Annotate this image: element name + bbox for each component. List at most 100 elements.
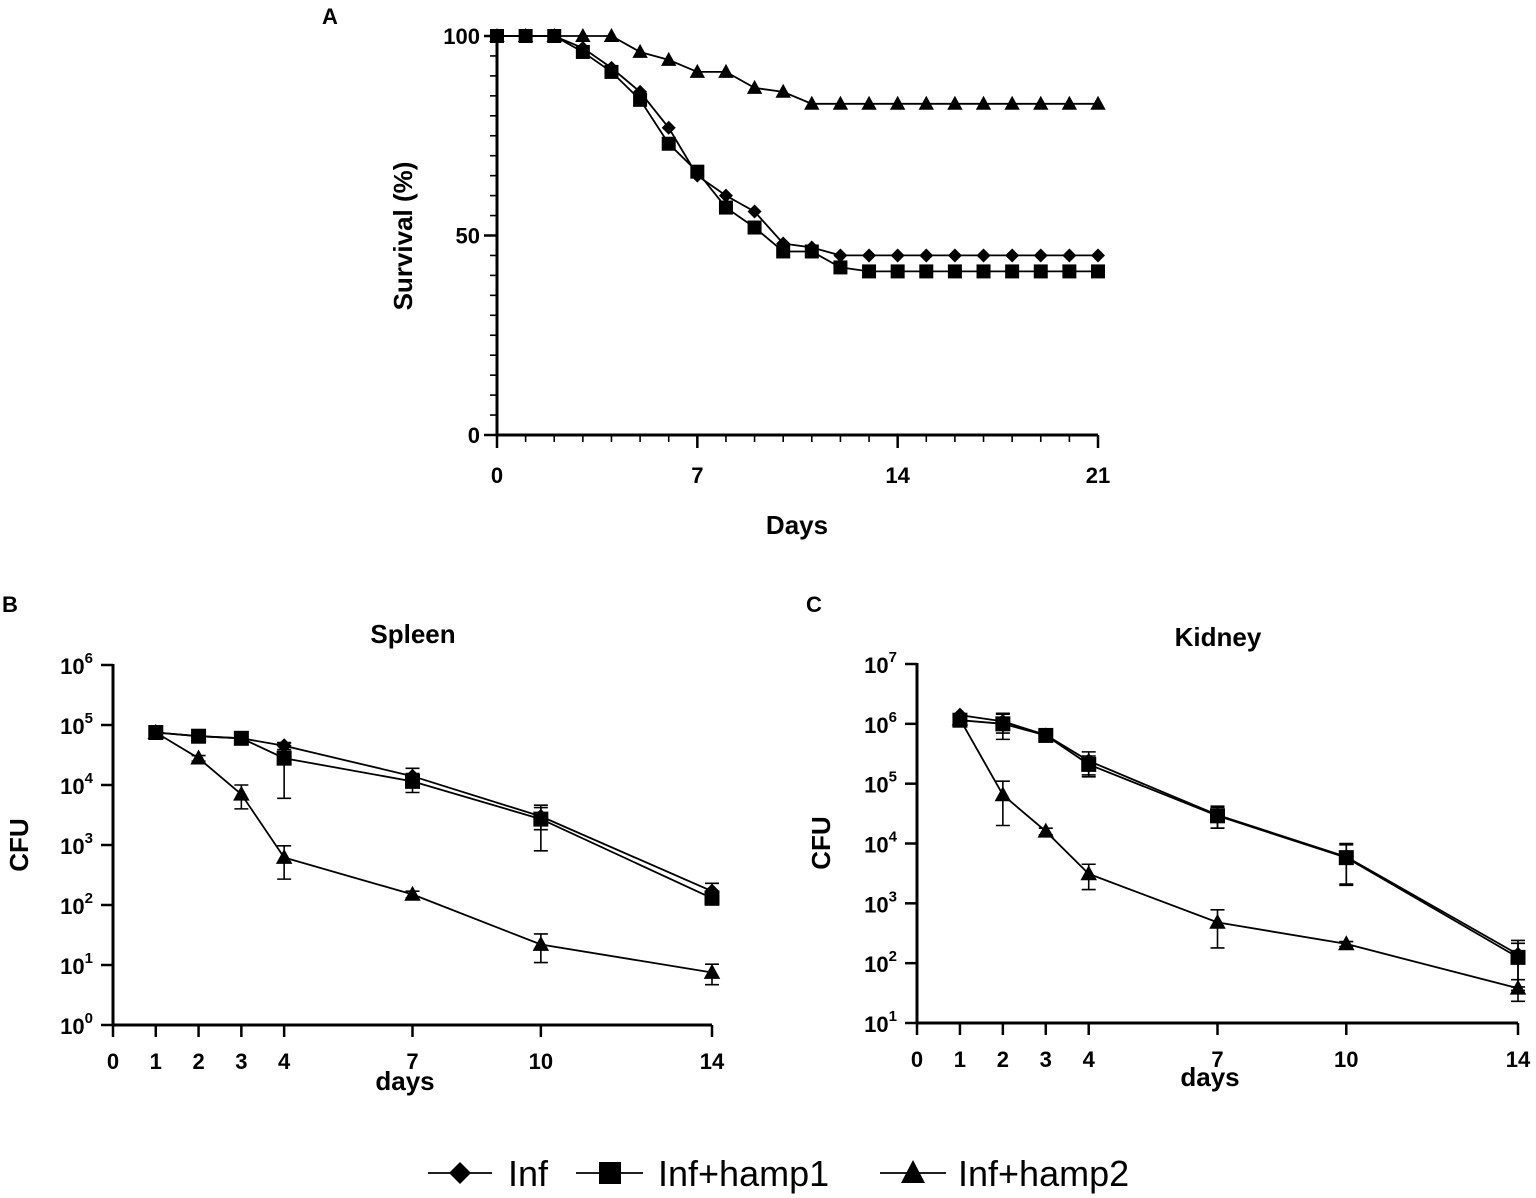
spleen-y-axis-label: CFU [4,818,34,871]
kidney-y-tick-label: 101 [864,1008,897,1037]
survival-point-inf-hamp2 [517,27,534,42]
kidney-series-inf [952,707,1526,988]
survival-series-inf [490,29,1105,263]
survival-point-inf-hamp2 [1033,95,1049,110]
survival-y-tick-label: 100 [443,24,480,49]
kidney-line-inf-hamp1 [959,719,1519,959]
survival-point-inf-hamp2 [861,95,877,110]
kidney-series-inf-hamp1 [952,712,1526,992]
kidney-point-inf-hamp1 [1210,808,1225,824]
kidney-x-axis-label: days [1180,1062,1239,1092]
spleen-line-inf [155,731,713,893]
survival-point-inf [919,248,934,263]
survival-chart: Survival (%) Days 0 50 100 0 7 14 21 [388,24,1110,540]
survival-point-inf-hamp1 [804,244,819,259]
kidney-point-inf-hamp2 [1338,935,1355,951]
survival-point-inf-hamp2 [1061,95,1078,110]
kidney-point-inf-hamp1 [1510,949,1526,965]
spleen-point-inf-hamp1 [533,811,549,827]
survival-point-inf-hamp1 [833,260,848,275]
kidney-y-axis-label: CFU [806,816,836,869]
spleen-x-tick-label: 0 [107,1049,119,1074]
survival-point-inf [747,204,762,219]
survival-point-inf-hamp1 [976,264,991,279]
survival-point-inf-hamp2 [746,79,763,94]
legend: Inf Inf+hamp1 Inf+hamp2 [428,1153,1129,1194]
kidney-y-tick-label: 106 [864,709,897,738]
survival-line-inf-hamp2 [497,35,1098,105]
spleen-x-axis-label: days [375,1066,434,1096]
spleen-point-inf-hamp2 [147,723,165,739]
legend-marker-square [599,1162,621,1184]
panel-letter-b: B [2,592,18,617]
spleen-x-tick-label: 10 [529,1049,553,1074]
survival-point-inf-hamp1 [862,264,877,279]
spleen-x-tick-label: 3 [235,1049,247,1074]
survival-point-inf-hamp2 [918,95,934,110]
survival-point-inf-hamp2 [975,95,992,110]
kidney-x-tick-label: 10 [1334,1047,1358,1072]
legend-marker-triangle [901,1160,925,1183]
kidney-x-tick-label: 3 [1040,1047,1052,1072]
survival-point-inf-hamp1 [690,164,705,179]
survival-point-inf-hamp2 [575,27,591,42]
survival-point-inf-hamp2 [661,51,677,66]
spleen-y-tick-label: 102 [60,890,93,919]
survival-point-inf [833,248,848,263]
survival-point-inf [890,248,905,263]
survival-point-inf-hamp1 [661,136,676,151]
survival-point-inf-hamp1 [919,264,934,279]
survival-point-inf-hamp1 [890,264,905,279]
survival-x-tick-label: 7 [691,463,703,488]
survival-y-tick-label: 0 [468,423,480,448]
spleen-point-inf-hamp2 [404,885,421,901]
survival-point-inf [661,120,676,135]
kidney-x-tick-label: 4 [1083,1047,1096,1072]
kidney-x-tick-label: 2 [997,1047,1009,1072]
spleen-point-inf-hamp1 [233,730,249,746]
legend-item-inf-hamp1: Inf+hamp1 [576,1153,829,1194]
kidney-series-inf-hamp2 [951,710,1527,1003]
survival-point-inf-hamp2 [689,63,706,78]
survival-point-inf-hamp2 [632,43,648,58]
spleen-point-inf-hamp2 [532,935,550,951]
spleen-series-inf-hamp1 [148,724,720,906]
survival-point-inf-hamp1 [1005,264,1020,279]
survival-line-inf [497,35,1098,257]
kidney-x-tick-label: 1 [954,1047,966,1072]
survival-y-axis-label: Survival (%) [388,162,418,311]
spleen-point-inf-hamp1 [405,773,420,789]
kidney-x-tick-label: 14 [1506,1047,1531,1072]
spleen-x-tick-label: 7 [406,1049,418,1074]
spleen-line-inf-hamp1 [155,731,713,900]
spleen-point-inf-hamp1 [704,890,720,906]
survival-point-inf-hamp1 [718,200,733,215]
survival-line-inf-hamp1 [497,35,1098,273]
spleen-point-inf-hamp1 [191,728,207,744]
survival-point-inf [1005,248,1020,263]
survival-point-inf [718,188,733,203]
spleen-y-tick-label: 106 [60,650,93,679]
kidney-y-tick-label: 104 [864,829,897,858]
survival-point-inf-hamp1 [747,220,762,235]
kidney-point-inf-hamp2 [1080,865,1097,881]
legend-marker-diamond [449,1162,471,1184]
survival-series-inf-hamp1 [490,29,1105,279]
survival-x-tick-label: 14 [885,463,910,488]
kidney-point-inf-hamp2 [1037,822,1055,838]
kidney-y-tick-label: 105 [864,769,897,798]
kidney-line-inf-hamp2 [959,718,1519,990]
survival-point-inf-hamp2 [603,27,620,42]
spleen-point-inf-hamp1 [276,750,292,766]
legend-item-inf: Inf [428,1153,549,1194]
survival-point-inf-hamp2 [832,95,849,110]
spleen-x-tick-label: 14 [700,1049,725,1074]
kidney-point-inf-hamp1 [1081,756,1097,772]
kidney-point-inf-hamp1 [995,716,1011,732]
spleen-line-inf-hamp2 [155,731,713,974]
spleen-y-tick-label: 104 [60,770,93,799]
survival-point-inf-hamp2 [889,95,906,110]
spleen-y-tick-label: 103 [60,830,93,859]
